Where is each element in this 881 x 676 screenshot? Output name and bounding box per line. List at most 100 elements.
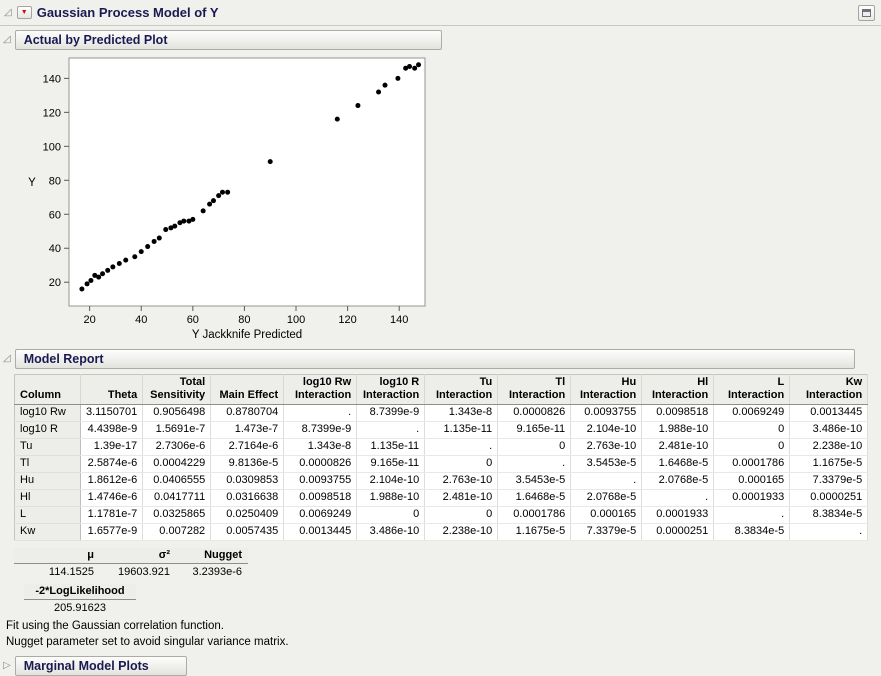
data-point[interactable] — [403, 65, 409, 71]
table-cell: 0.0069249 — [713, 404, 791, 422]
table-cell: 1.343e-8 — [424, 404, 499, 422]
column-header: Hl Interaction — [641, 374, 715, 405]
table-cell: 7.3379e-5 — [570, 523, 643, 541]
data-point[interactable] — [412, 65, 418, 71]
disclosure-closed-icon[interactable]: ▷ — [3, 660, 11, 671]
data-point[interactable] — [407, 63, 413, 69]
stat-value-nugget: 3.2393e-6 — [192, 566, 242, 578]
data-point[interactable] — [200, 208, 206, 214]
stats-table: μ σ² Nugget 114.1525 19603.921 3.2393e-6 — [14, 548, 248, 578]
x-tick-label: 100 — [287, 314, 305, 326]
table-cell: 2.104e-10 — [570, 421, 643, 439]
data-point[interactable] — [151, 238, 157, 244]
red-triangle-menu-button[interactable]: ▼ — [16, 6, 32, 19]
y-tick-label: 140 — [43, 73, 61, 85]
column-header: Tl Interaction — [497, 374, 572, 405]
table-cell: 2.238e-10 — [424, 523, 499, 541]
table-row: Tu 1.39e-17 2.7306e-6 2.7164e-6 1.343e-8 1.13… — [14, 438, 869, 456]
row-label: Kw — [14, 523, 81, 541]
table-cell: 1.988e-10 — [356, 489, 426, 507]
scatter-plot[interactable]: 20 40 60 80 100 120 140 20 40 60 80 100 120 140 Y Jack… — [14, 54, 456, 342]
header-row: Column Theta Total Sensitivity Main Effect lo… — [14, 374, 869, 405]
table-cell: 0.0069249 — [283, 506, 358, 524]
window-control-button[interactable] — [858, 5, 875, 21]
data-point[interactable] — [168, 225, 174, 231]
data-point[interactable] — [207, 201, 213, 207]
data-point[interactable] — [355, 103, 361, 109]
column-header: Hu Interaction — [570, 374, 643, 405]
data-point[interactable] — [181, 218, 187, 224]
data-point[interactable] — [395, 75, 401, 81]
data-point[interactable] — [186, 218, 192, 224]
data-point[interactable] — [190, 216, 196, 222]
data-point[interactable] — [334, 116, 340, 122]
table-row: Hl 1.4746e-6 0.0417711 0.0316638 0.0098518 1.… — [14, 489, 869, 507]
data-point[interactable] — [110, 264, 116, 270]
data-point[interactable] — [100, 271, 106, 277]
data-point[interactable] — [88, 278, 94, 284]
disclosure-open-icon[interactable]: ◿ — [3, 353, 11, 364]
data-point[interactable] — [216, 193, 222, 199]
stat-header-nugget: Nugget — [176, 548, 248, 564]
table-cell: 1.135e-11 — [424, 421, 499, 439]
table-cell: 0.0098518 — [283, 489, 358, 507]
data-point[interactable] — [145, 244, 151, 250]
row-label: log10 R — [14, 421, 81, 439]
data-point[interactable] — [382, 82, 388, 88]
data-point[interactable] — [163, 227, 169, 233]
table-row: Hu 1.8612e-6 0.0406555 0.0309853 0.0093755 2.… — [14, 472, 869, 490]
data-point[interactable] — [123, 257, 129, 263]
page-title: Gaussian Process Model of Y — [36, 5, 219, 20]
section-header-actual-by-predicted: ◿ Actual by Predicted Plot — [0, 30, 881, 50]
red-triangle-icon: ▼ — [20, 9, 28, 16]
table-cell: 1.6468e-5 — [497, 489, 572, 507]
section-title-actual-by-predicted[interactable]: Actual by Predicted Plot — [14, 30, 442, 50]
disclosure-open-icon[interactable]: ◿ — [4, 6, 12, 18]
table-cell: 0.0013445 — [789, 404, 869, 422]
data-point[interactable] — [96, 274, 102, 280]
data-point[interactable] — [132, 254, 138, 260]
section-title-model-report[interactable]: Model Report — [14, 349, 855, 369]
data-point[interactable] — [138, 249, 144, 255]
table-cell: 0.0001933 — [713, 489, 791, 507]
table-cell: 1.4746e-6 — [80, 489, 144, 507]
data-point[interactable] — [105, 267, 111, 273]
x-tick-label: 40 — [135, 314, 147, 326]
data-point[interactable] — [172, 223, 178, 229]
table-cell: . — [497, 455, 572, 473]
table-cell: 2.7306e-6 — [142, 438, 212, 456]
table-cell: 8.7399e-9 — [356, 404, 426, 422]
table-cell: 9.165e-11 — [497, 421, 572, 439]
footnote-nugget: Nugget parameter set to avoid singular v… — [6, 636, 289, 648]
table-cell: 0.0057435 — [210, 523, 285, 541]
table-row: Tl 2.5874e-6 0.0004229 9.8136e-5 0.0000826 9.… — [14, 455, 869, 473]
table-cell: 3.5453e-5 — [497, 472, 572, 490]
table-cell: . — [789, 523, 869, 541]
table-cell: 3.5453e-5 — [570, 455, 643, 473]
table-row: log10 Rw 3.1150701 0.9056498 0.8780704. 8.73… — [14, 404, 869, 422]
data-point[interactable] — [156, 235, 162, 241]
data-point[interactable] — [84, 281, 90, 287]
row-label: L — [14, 506, 81, 524]
model-report-table: Column Theta Total Sensitivity Main Effect lo… — [14, 374, 869, 541]
loglikelihood-header: -2*LogLikelihood — [24, 584, 136, 600]
table-cell: 2.481e-10 — [424, 489, 499, 507]
data-point[interactable] — [210, 198, 216, 204]
data-point[interactable] — [225, 189, 231, 195]
disclosure-open-icon[interactable]: ◿ — [3, 34, 11, 45]
data-point[interactable] — [177, 220, 183, 226]
section-header-marginal-model-plots: ▷ Marginal Model Plots — [0, 656, 881, 676]
data-point[interactable] — [79, 286, 85, 292]
data-point[interactable] — [416, 62, 422, 68]
data-point[interactable] — [92, 272, 98, 278]
data-point[interactable] — [376, 89, 382, 95]
report-header: ◿ ▼ Gaussian Process Model of Y — [0, 0, 881, 26]
data-point[interactable] — [219, 189, 225, 195]
section-title-marginal-model-plots[interactable]: Marginal Model Plots — [14, 656, 187, 676]
stats-header-row: μ σ² Nugget — [14, 548, 248, 564]
table-cell: 2.7164e-6 — [210, 438, 285, 456]
table-cell: 0.0000826 — [283, 455, 358, 473]
data-point[interactable] — [267, 159, 273, 165]
data-point[interactable] — [116, 261, 122, 267]
